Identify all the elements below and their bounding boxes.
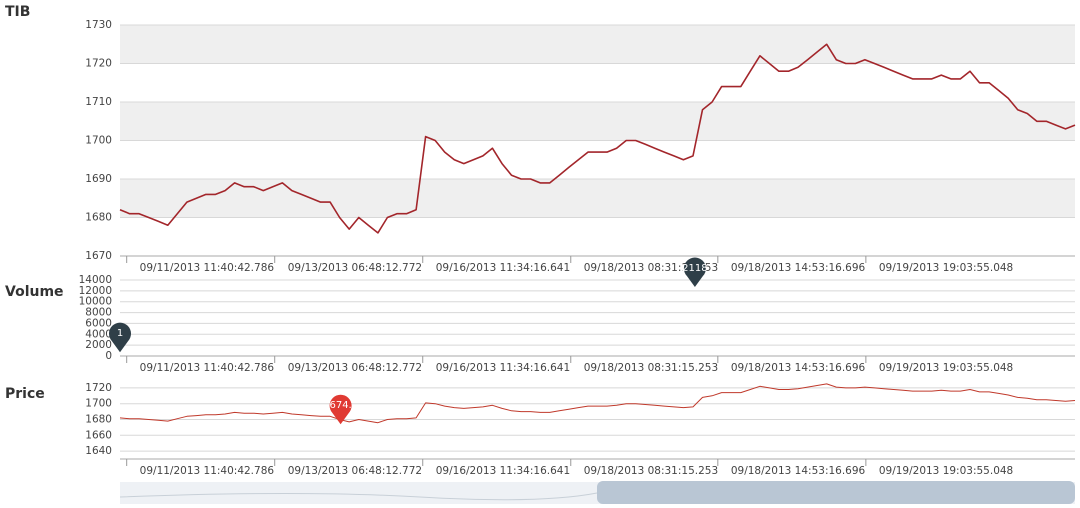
y-tick-label: 1720 [85, 58, 112, 70]
plot-band [120, 25, 1075, 64]
flag-marker [329, 394, 352, 425]
x-tick-label: 09/19/2013 19:03:55.048 [879, 465, 1013, 477]
x-tick-label: 09/11/2013 11:40:42.786 [140, 262, 275, 274]
y-tick-label: 1700 [85, 135, 112, 147]
flag-label: 1 [117, 328, 123, 339]
chart-title: Price [5, 386, 45, 402]
chart: Price 1640 1660 1680 1700 1720 09/11/2013 11:4… [5, 382, 1076, 477]
x-tick-label: 09/18/2013 14:53:16.696 [731, 262, 866, 274]
price-line [119, 383, 1076, 424]
x-tick-label: 09/16/2013 11:34:16.641 [436, 262, 570, 274]
x-tick-label: 09/13/2013 06:48:12.772 [288, 465, 422, 477]
y-tick-label: 0 [105, 350, 112, 362]
y-tick-label: 1640 [85, 445, 112, 457]
x-tick-label: 09/18/2013 08:31:15.253 [584, 465, 718, 477]
plot-band [120, 179, 1075, 218]
x-tick-label: 09/18/2013 14:53:16.696 [731, 465, 866, 477]
plot-band [120, 102, 1075, 141]
y-tick-label: 14000 [79, 274, 112, 286]
flag-label: 674. [329, 400, 351, 411]
flag-marker [683, 257, 706, 288]
x-tick-label: 09/13/2013 06:48:12.772 [288, 262, 422, 274]
chart-title: Volume [5, 284, 64, 300]
y-tick-label: 1710 [85, 96, 112, 108]
price-line [119, 43, 1076, 234]
navigator-series [119, 492, 598, 501]
x-tick-label: 09/16/2013 11:34:16.641 [436, 362, 570, 374]
y-tick-label: 1690 [85, 173, 112, 185]
navigator-selection[interactable] [597, 481, 1075, 504]
y-tick-label: 1700 [85, 398, 112, 410]
x-tick-label: 09/19/2013 19:03:55.048 [879, 262, 1013, 274]
x-tick-label: 09/19/2013 19:03:55.048 [879, 362, 1013, 374]
y-tick-label: 2000 [85, 339, 112, 351]
flag-marker [109, 322, 132, 353]
flag-label: 2118 [682, 263, 707, 274]
y-tick-label: 12000 [79, 285, 112, 297]
y-tick-label: 8000 [85, 307, 112, 319]
y-tick-label: 1730 [85, 19, 112, 31]
y-tick-label: 10000 [79, 296, 112, 308]
x-tick-label: 09/13/2013 06:48:12.772 [288, 362, 422, 374]
chart: TIB 1670 1680 1690 1700 1710 1720 1730 09/11/201… [5, 4, 1076, 274]
y-tick-label: 6000 [85, 317, 112, 329]
y-tick-label: 1680 [85, 212, 112, 224]
y-tick-label: 4000 [85, 328, 112, 340]
navigator [119, 481, 1075, 504]
x-tick-label: 09/18/2013 08:31:15.253 [584, 362, 718, 374]
x-tick-label: 09/11/2013 11:40:42.786 [140, 362, 275, 374]
chart-title: TIB [5, 4, 30, 20]
y-tick-label: 1680 [85, 414, 112, 426]
x-tick-label: 09/16/2013 11:34:16.641 [436, 465, 570, 477]
y-tick-label: 1670 [85, 250, 112, 262]
x-tick-label: 09/11/2013 11:40:42.786 [140, 465, 275, 477]
x-tick-label: 09/18/2013 14:53:16.696 [731, 362, 866, 374]
y-tick-label: 1720 [85, 382, 112, 394]
y-tick-label: 1660 [85, 429, 112, 441]
